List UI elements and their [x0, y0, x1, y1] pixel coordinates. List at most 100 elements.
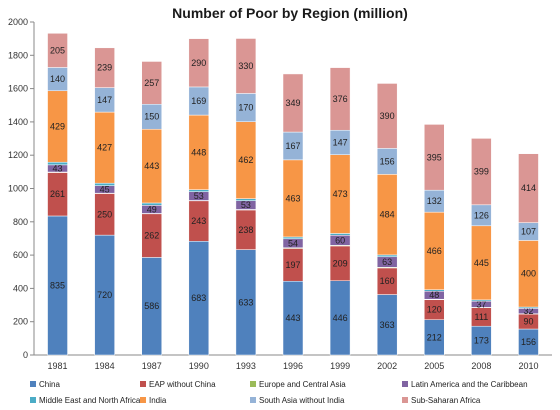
data-label: 429 [50, 121, 65, 131]
data-label: 48 [429, 290, 439, 300]
data-label: 170 [238, 103, 253, 113]
data-label: 63 [382, 257, 392, 267]
y-tick-label: 400 [13, 283, 28, 293]
data-label: 363 [380, 320, 395, 330]
data-label: 446 [333, 313, 348, 323]
data-label: 37 [476, 299, 486, 309]
data-label: 262 [144, 231, 159, 241]
bar-segment [94, 182, 115, 186]
x-tick-label: 1996 [283, 361, 303, 371]
bar-segment [235, 38, 257, 94]
data-label: 376 [333, 94, 348, 104]
bar-stack-2008: 173 111 37 445 126 399 2008 [471, 138, 492, 371]
data-label: 156 [521, 337, 536, 347]
data-label: 399 [474, 167, 489, 177]
data-label: 238 [238, 225, 253, 235]
data-label: 484 [380, 210, 395, 220]
data-label: 197 [285, 260, 300, 270]
data-label: 205 [50, 45, 65, 55]
y-tick-label: 1400 [8, 117, 28, 127]
bar-stack-2002: 363 160 63 484 156 390 2002 [376, 83, 398, 371]
legend-item: Latin America and the Caribbean [402, 380, 528, 389]
data-label: 120 [427, 305, 442, 315]
data-label: 147 [97, 95, 112, 105]
x-tick-label: 2008 [471, 361, 491, 371]
data-label: 443 [144, 161, 159, 171]
y-tick-label: 800 [13, 217, 28, 227]
data-label: 150 [144, 112, 159, 122]
data-label: 107 [521, 227, 536, 237]
data-label: 49 [147, 204, 157, 214]
y-tick-label: 2000 [8, 17, 28, 27]
data-label: 147 [333, 137, 348, 147]
legend-item: South Asia without India [250, 396, 345, 405]
legend-swatch [250, 381, 256, 387]
legend-label: Middle East and North Africa [39, 396, 141, 405]
data-label: 126 [474, 210, 489, 220]
data-label: 53 [194, 191, 204, 201]
legend-swatch [402, 397, 408, 403]
data-label: 132 [427, 196, 442, 206]
bars: 835 261 43 429 140 205 1981 720 250 45 427 147 239 19… [47, 33, 539, 371]
legend-item: Middle East and North Africa [30, 396, 141, 405]
x-tick-label: 1987 [142, 361, 162, 371]
bar-segment [141, 61, 162, 105]
legend-label: Sub-Saharan Africa [411, 396, 481, 405]
bar-stack-1993: 633 238 53 462 170 330 1993 [235, 38, 257, 371]
bar-segment [282, 73, 304, 133]
x-tick-label: 2005 [424, 361, 444, 371]
legend-swatch [140, 381, 146, 387]
data-label: 463 [285, 193, 300, 203]
legend-label: India [149, 396, 167, 405]
chart-title: Number of Poor by Region (million) [172, 5, 408, 21]
bar-segment [47, 161, 68, 166]
y-tick-label: 1200 [8, 150, 28, 160]
data-label: 395 [427, 152, 442, 162]
data-label: 448 [191, 147, 206, 157]
legend-label: Europe and Central Asia [259, 380, 346, 389]
bar-stack-1984: 720 250 45 427 147 239 1984 [94, 47, 115, 371]
data-label: 445 [474, 258, 489, 268]
y-tick-label: 1800 [8, 50, 28, 60]
bar-stack-1996: 443 197 54 463 167 349 1996 [282, 73, 304, 371]
data-label: 414 [521, 183, 536, 193]
y-tick-label: 600 [13, 250, 28, 260]
data-label: 720 [97, 290, 112, 300]
bar-segment [329, 233, 351, 236]
data-label: 473 [333, 189, 348, 199]
data-label: 250 [97, 209, 112, 219]
legend-label: China [39, 380, 60, 389]
data-label: 462 [238, 155, 253, 165]
data-label: 586 [144, 301, 159, 311]
bar-segment [235, 198, 257, 201]
y-tick-label: 0 [23, 350, 28, 360]
data-label: 45 [100, 184, 110, 194]
legend-swatch [402, 381, 408, 387]
data-label: 167 [285, 141, 300, 151]
x-tick-label: 2002 [377, 361, 397, 371]
data-label: 53 [241, 200, 251, 210]
legend-item: Sub-Saharan Africa [402, 396, 481, 405]
legend-item: India [140, 396, 167, 405]
data-label: 633 [238, 297, 253, 307]
data-label: 390 [380, 111, 395, 121]
legend-item: EAP without China [140, 380, 216, 389]
data-label: 169 [191, 96, 206, 106]
legend-swatch [30, 381, 36, 387]
bar-stack-1987: 586 262 49 443 150 257 1987 [141, 61, 162, 371]
data-label: 156 [380, 156, 395, 166]
bar-segment [471, 138, 492, 206]
bar-segment [188, 189, 210, 192]
x-tick-label: 1993 [236, 361, 256, 371]
x-tick-label: 1990 [189, 361, 209, 371]
bar-stack-1999: 446 209 60 473 147 376 1999 [329, 67, 351, 371]
data-label: 290 [191, 58, 206, 68]
bar-stack-1990: 683 243 53 448 169 290 1990 [188, 38, 210, 371]
legend-item: China [30, 380, 60, 389]
data-label: 400 [521, 269, 536, 279]
bar-segment [424, 124, 445, 191]
data-label: 212 [427, 332, 442, 342]
x-tick-label: 1981 [48, 361, 68, 371]
y-tick-label: 1600 [8, 84, 28, 94]
